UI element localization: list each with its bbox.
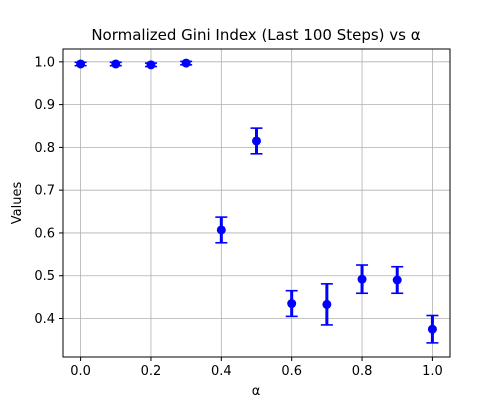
x-tick-label: 0.0 bbox=[70, 364, 91, 379]
point-marker bbox=[427, 324, 437, 334]
y-tick-label: 0.5 bbox=[34, 269, 55, 284]
y-tick-label: 0.9 bbox=[34, 98, 55, 113]
data-point bbox=[391, 265, 404, 295]
x-tick-label: 0.6 bbox=[281, 364, 302, 379]
point-marker bbox=[392, 275, 402, 285]
point-marker bbox=[252, 136, 261, 146]
data-point bbox=[74, 59, 87, 69]
point-marker bbox=[322, 299, 332, 309]
data-point bbox=[250, 127, 263, 155]
x-axis-label: α bbox=[252, 384, 261, 399]
y-tick-label: 0.7 bbox=[34, 184, 55, 199]
data-point bbox=[285, 289, 298, 318]
chart-title: Normalized Gini Index (Last 100 Steps) v… bbox=[91, 26, 420, 44]
point-marker bbox=[216, 225, 226, 235]
data-point bbox=[109, 59, 122, 69]
data-point bbox=[144, 60, 157, 70]
plot-frame bbox=[62, 48, 451, 358]
point-marker bbox=[146, 60, 156, 70]
axis-ticks: 0.0 0.2 0.4 0.6 0.8 1.0 0.4 0.5 0.6 0.7 0.8 0.9 1.0 bbox=[34, 55, 442, 379]
x-tick-label: 1.0 bbox=[422, 364, 443, 379]
point-marker bbox=[76, 59, 86, 69]
y-tick-label: 0.6 bbox=[34, 226, 55, 241]
grid bbox=[63, 49, 450, 357]
data-point bbox=[215, 216, 228, 244]
y-tick-label: 1.0 bbox=[34, 55, 55, 70]
point-marker bbox=[111, 59, 121, 69]
data-point bbox=[426, 314, 439, 344]
y-tick-label: 0.4 bbox=[34, 312, 55, 327]
x-tick-label: 0.4 bbox=[211, 364, 232, 379]
point-marker bbox=[287, 299, 297, 309]
point-marker bbox=[357, 274, 367, 284]
x-tick-label: 0.2 bbox=[141, 364, 162, 379]
y-axis-label: Values bbox=[10, 182, 25, 225]
data-marks bbox=[74, 58, 439, 344]
data-point bbox=[180, 58, 193, 68]
x-tick-label: 0.8 bbox=[352, 364, 373, 379]
data-point bbox=[356, 264, 369, 295]
data-point bbox=[320, 283, 333, 326]
point-marker bbox=[181, 58, 191, 68]
y-tick-label: 0.8 bbox=[34, 141, 55, 156]
